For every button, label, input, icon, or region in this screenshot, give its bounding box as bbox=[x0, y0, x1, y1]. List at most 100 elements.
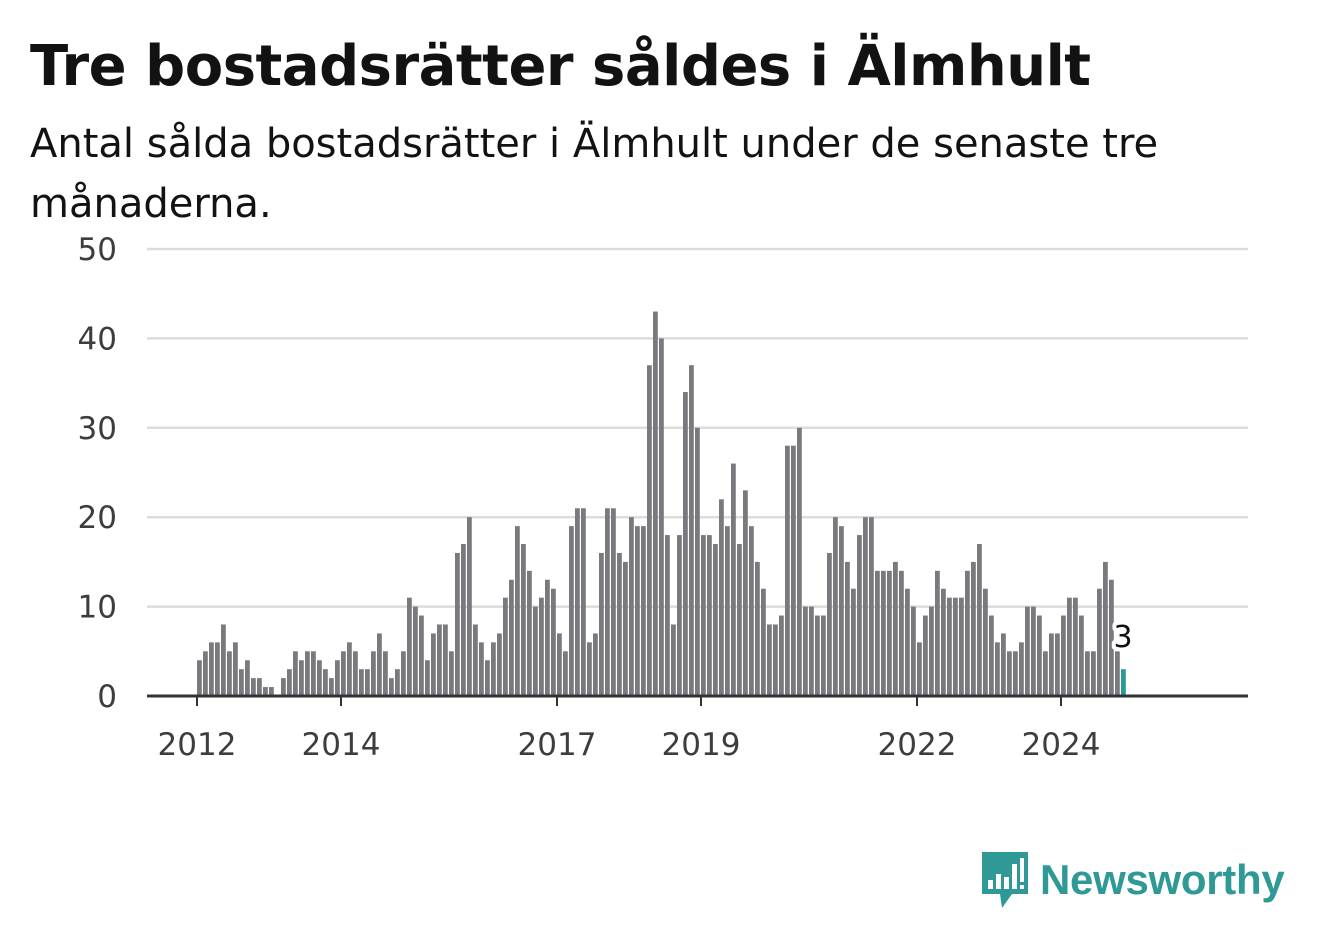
x-tick-label: 2014 bbox=[302, 727, 381, 763]
bar bbox=[845, 561, 850, 696]
bar bbox=[257, 678, 262, 696]
bar bbox=[989, 615, 994, 696]
bar bbox=[881, 570, 886, 696]
bar bbox=[269, 687, 274, 696]
bar bbox=[695, 427, 700, 696]
bar bbox=[569, 526, 574, 696]
y-tick-label: 0 bbox=[97, 679, 117, 715]
bar bbox=[875, 570, 880, 696]
bar bbox=[485, 660, 490, 696]
bar bbox=[503, 597, 508, 696]
newsworthy-logo: Newsworthy bbox=[980, 850, 1285, 910]
bar bbox=[425, 660, 430, 696]
bar bbox=[797, 427, 802, 696]
bar bbox=[401, 651, 406, 696]
bar bbox=[1079, 615, 1084, 696]
bar bbox=[479, 642, 484, 696]
bar bbox=[983, 588, 988, 696]
bar bbox=[227, 651, 232, 696]
bar bbox=[1097, 588, 1102, 696]
bar bbox=[563, 651, 568, 696]
bar bbox=[611, 508, 616, 696]
bar bbox=[773, 624, 778, 696]
bar bbox=[419, 615, 424, 696]
bar bbox=[245, 660, 250, 696]
bar bbox=[965, 570, 970, 696]
bar bbox=[1115, 651, 1120, 696]
bar bbox=[305, 651, 310, 696]
bar bbox=[1103, 561, 1108, 696]
bar bbox=[911, 606, 916, 696]
bar bbox=[1055, 633, 1060, 696]
bar bbox=[617, 552, 622, 696]
bar bbox=[713, 544, 718, 696]
bar bbox=[311, 651, 316, 696]
bar bbox=[575, 508, 580, 696]
x-tick-label: 2019 bbox=[662, 727, 741, 763]
bar bbox=[623, 561, 628, 696]
x-tick-label: 2022 bbox=[878, 727, 957, 763]
bar bbox=[641, 526, 646, 696]
bar bbox=[761, 588, 766, 696]
annotation-label: 3 bbox=[1113, 620, 1132, 655]
bar bbox=[1007, 651, 1012, 696]
chart-subtitle: Antal sålda bostadsrätter i Älmhult unde… bbox=[30, 121, 1159, 227]
bar bbox=[887, 570, 892, 696]
bar bbox=[755, 561, 760, 696]
y-tick-label: 30 bbox=[78, 411, 117, 447]
y-tick-label: 10 bbox=[78, 590, 117, 626]
bar bbox=[659, 338, 664, 696]
bar bbox=[317, 660, 322, 696]
bar bbox=[371, 651, 376, 696]
bar bbox=[707, 535, 712, 696]
bar bbox=[449, 651, 454, 696]
bar bbox=[395, 669, 400, 696]
bar bbox=[413, 606, 418, 696]
bar bbox=[947, 597, 952, 696]
newsworthy-logo-icon bbox=[982, 852, 1028, 908]
bar bbox=[635, 526, 640, 696]
bar bbox=[347, 642, 352, 696]
bar bbox=[1037, 615, 1042, 696]
bar bbox=[809, 606, 814, 696]
bar bbox=[923, 615, 928, 696]
bar bbox=[551, 588, 556, 696]
bar bbox=[815, 615, 820, 696]
bar bbox=[281, 678, 286, 696]
bar bbox=[1091, 651, 1096, 696]
bar bbox=[719, 499, 724, 696]
bar bbox=[779, 615, 784, 696]
bar bbox=[287, 669, 292, 696]
bar bbox=[749, 526, 754, 696]
bar bbox=[821, 615, 826, 696]
bar bbox=[1049, 633, 1054, 696]
bar bbox=[653, 311, 658, 696]
bar bbox=[545, 579, 550, 696]
bar bbox=[515, 526, 520, 696]
bar bbox=[1001, 633, 1006, 696]
bar-highlight bbox=[1121, 669, 1126, 696]
bar bbox=[737, 544, 742, 696]
bar bbox=[785, 445, 790, 696]
bar bbox=[1025, 606, 1030, 696]
bar bbox=[359, 669, 364, 696]
bar bbox=[377, 633, 382, 696]
bar bbox=[725, 526, 730, 696]
bar bbox=[467, 517, 472, 696]
bar bbox=[803, 606, 808, 696]
bar bbox=[1019, 642, 1024, 696]
bar bbox=[1067, 597, 1072, 696]
bar bbox=[497, 633, 502, 696]
bar bbox=[293, 651, 298, 696]
bar bbox=[1073, 597, 1078, 696]
bar bbox=[863, 517, 868, 696]
bar bbox=[233, 642, 238, 696]
bar bbox=[1061, 615, 1066, 696]
bar bbox=[833, 517, 838, 696]
bar bbox=[629, 517, 634, 696]
y-tick-label: 40 bbox=[78, 321, 117, 357]
x-tick-label: 2012 bbox=[158, 727, 237, 763]
bar bbox=[995, 642, 1000, 696]
bar bbox=[593, 633, 598, 696]
bar bbox=[521, 544, 526, 696]
